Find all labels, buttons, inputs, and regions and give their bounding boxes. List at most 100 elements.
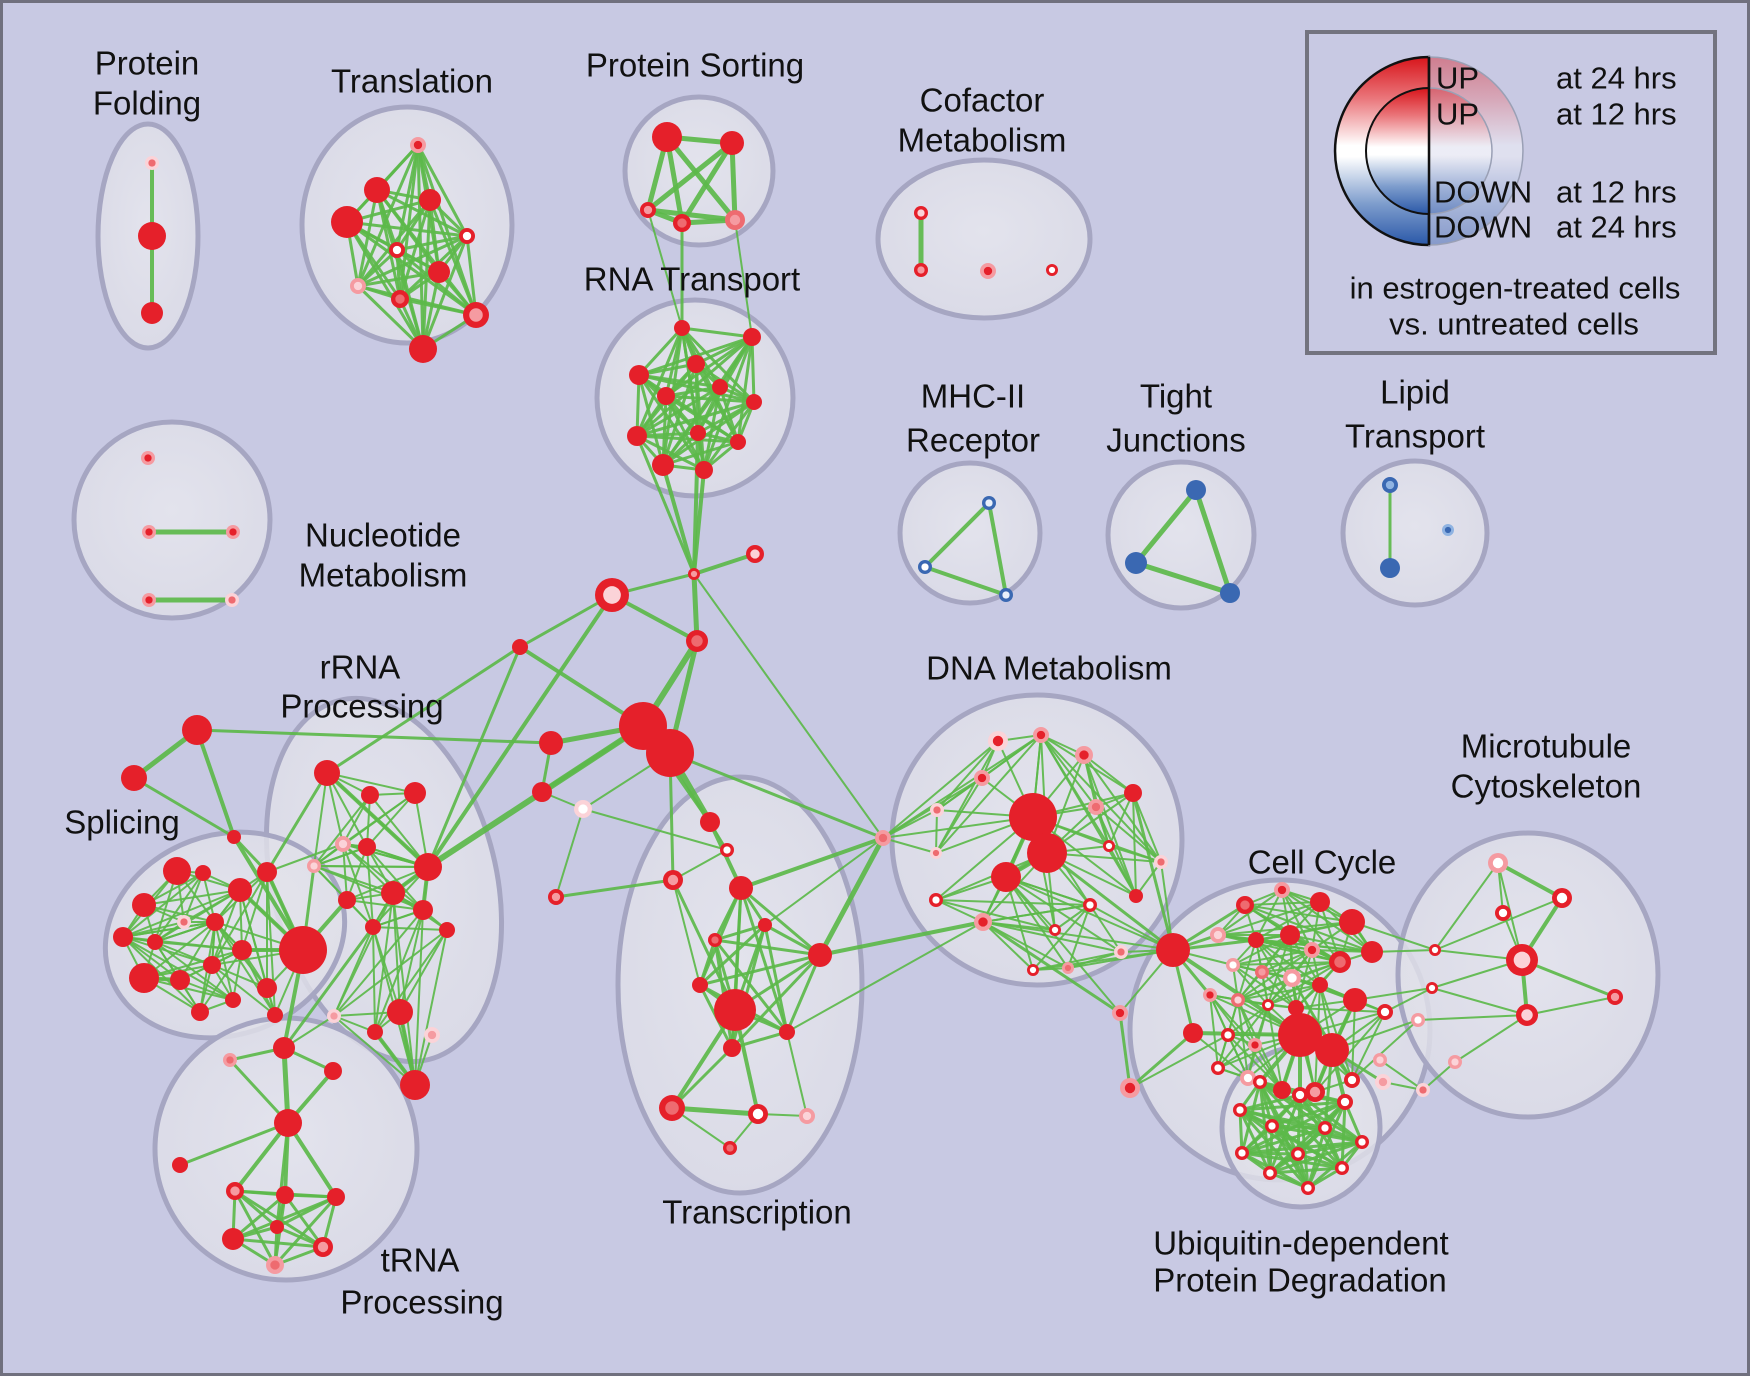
node-sp1 — [163, 857, 191, 885]
edge-tc16-tc12 — [786, 1031, 808, 1117]
edge-dm15-dm20 — [982, 921, 1034, 971]
node-dm10 — [1009, 793, 1057, 841]
node-ub3-center — [1340, 1097, 1350, 1107]
edge-tc2-tc3 — [672, 849, 728, 881]
node-tj1 — [1186, 480, 1206, 500]
node-mt7-center — [1610, 992, 1620, 1002]
edge-dm12-dm21 — [1005, 876, 1069, 969]
node-dm4-center — [977, 773, 987, 783]
node-dm19-center — [1117, 948, 1125, 956]
node-cc26-center — [1309, 1086, 1321, 1098]
node-pf2 — [138, 222, 166, 250]
node-ub10-center — [1266, 1169, 1274, 1177]
edge-dm11-dm22 — [1045, 851, 1175, 952]
edge-tc7-tc12 — [713, 938, 789, 1034]
legend-dir-up24: UP — [1436, 61, 1479, 96]
edge-rr1-rr6 — [326, 772, 368, 848]
edge-rr14-tnh — [228, 1058, 290, 1125]
edge-tn4-tn5 — [231, 1195, 338, 1241]
edge-cc3-cc5 — [1217, 901, 1321, 936]
node-lp1-center — [1385, 480, 1395, 490]
node-tc3-center — [667, 874, 679, 886]
edge-sp7-sp10 — [143, 949, 243, 979]
edge-dm5-dm18 — [1132, 792, 1137, 897]
node-dm21-center — [1064, 964, 1072, 972]
node-rr10 — [413, 900, 433, 920]
edge-rt12-ch1 — [692, 468, 706, 576]
node-cc24-center — [1243, 1073, 1253, 1083]
edge-rt1-rt2 — [680, 326, 754, 339]
edge-rt6-rt12 — [702, 385, 722, 472]
edge-cc16-cc24 — [1237, 999, 1249, 1079]
node-sp5-center — [180, 918, 188, 926]
edge-sp9-sp13 — [211, 871, 268, 966]
edge-dmc-dm6 — [882, 809, 938, 839]
edge-rr1-rr3 — [326, 772, 416, 794]
node-sp12 — [228, 878, 252, 902]
edge-tr7-tr8 — [356, 270, 441, 288]
cluster-label-dna-metabolism: DNA Metabolism — [926, 650, 1172, 687]
edge-tc5-dmc — [739, 836, 885, 890]
node-rt6 — [712, 379, 728, 395]
edge-sp3-sp11 — [122, 872, 204, 938]
edge-cc7-cc10 — [1289, 934, 1373, 953]
node-tnh — [274, 1109, 302, 1137]
edge-rr10-rr20 — [399, 909, 424, 1013]
cluster-bubble-transcription — [615, 774, 865, 1196]
node-tc14-center — [665, 1101, 679, 1115]
edge-rt5-rt10 — [664, 394, 740, 444]
edge-rt2-rt10 — [736, 335, 754, 444]
node-cc19 — [1343, 988, 1367, 1012]
edge-cc1-cc10 — [1244, 904, 1373, 953]
node-cc6 — [1248, 932, 1264, 948]
node-dm13-center — [1157, 858, 1165, 866]
edge-dm6-dm8 — [935, 809, 938, 854]
edge-rt1-rt8 — [635, 326, 684, 438]
node-rr22 — [532, 782, 552, 802]
edge-cc4-mt4 — [1351, 921, 1436, 951]
node-mh3-center — [1002, 591, 1010, 599]
edge-dm19-dm21 — [1067, 951, 1122, 969]
edge-cc20-cc26 — [1314, 1011, 1386, 1093]
node-dm7-center — [1091, 802, 1101, 812]
node-sp2 — [132, 893, 156, 917]
node-cc15-center — [1206, 991, 1214, 999]
node-nm3-center — [229, 528, 237, 536]
nodes-layer — [113, 122, 1623, 1274]
cluster-label-cofactor-metabolism-line1: Cofactor — [920, 82, 1045, 119]
node-tn4 — [327, 1188, 345, 1206]
node-tc15-center — [752, 1108, 764, 1120]
node-dm17-center — [1051, 926, 1059, 934]
cluster-bubble-tight-junctions — [1105, 459, 1257, 611]
edge-rr6-rr10 — [366, 846, 424, 911]
edge-cc20-mt6 — [1384, 987, 1433, 1013]
node-sp8 — [170, 970, 190, 990]
node-tc5 — [729, 876, 753, 900]
edge-tnh-tn8 — [275, 1121, 290, 1229]
edge-dm16-dm17 — [1054, 904, 1091, 931]
node-nm1-center — [144, 454, 152, 462]
node-jn1 — [512, 639, 528, 655]
cluster-label-ubiquitin-degradation-line2: Protein Degradation — [1153, 1262, 1447, 1299]
node-cc2-center — [1277, 885, 1287, 895]
edge-st1-st3 — [195, 728, 236, 839]
edge-tr3-tr10 — [345, 220, 478, 317]
edge-cc8-cc12 — [1261, 949, 1313, 973]
node-pf3 — [141, 302, 163, 324]
edge-rt8-rt10 — [635, 434, 740, 444]
edge-tr6-tr8 — [356, 248, 399, 288]
node-dmc-center — [878, 833, 888, 843]
node-ch2-center — [750, 549, 760, 559]
node-tr9-center — [395, 294, 405, 304]
node-rr12-center — [330, 1012, 338, 1020]
edge-rr4-rr9 — [342, 843, 374, 928]
edge-rt2-rt7 — [750, 335, 756, 404]
node-cc11-center — [1229, 961, 1237, 969]
node-ps4-center — [677, 218, 687, 228]
node-mt9-center — [1414, 1016, 1422, 1024]
node-mt10-center — [1451, 1058, 1459, 1066]
node-rr18 — [400, 1070, 430, 1100]
edge-ps1-ps5 — [664, 134, 738, 223]
edge-rt7-rt11 — [661, 400, 756, 467]
edge-ub7-ub9 — [1296, 1140, 1364, 1156]
